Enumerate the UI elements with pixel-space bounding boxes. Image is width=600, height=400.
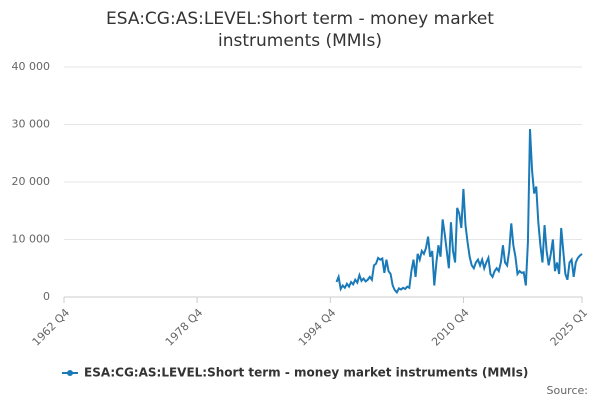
- y-tick-label: 40 000: [12, 60, 51, 73]
- y-tick-label: 20 000: [12, 175, 51, 188]
- y-tick-label: 0: [43, 290, 50, 303]
- y-tick-label: 30 000: [12, 118, 51, 131]
- legend-label: ESA:CG:AS:LEVEL:Short term - money marke…: [84, 366, 528, 380]
- x-tick-label: 2025 Q1: [548, 306, 591, 349]
- x-tick-label: 1978 Q4: [163, 306, 206, 349]
- x-tick-label: 2010 Q4: [429, 306, 472, 349]
- line-series: [335, 129, 583, 295]
- x-tick-label: 1994 Q4: [296, 306, 339, 349]
- chart-title: ESA:CG:AS:LEVEL:Short term - money marke…: [106, 9, 494, 51]
- source: Source:: [547, 384, 589, 397]
- x-tick-label: 1962 Q4: [30, 306, 73, 349]
- y-tick-label: 10 000: [12, 233, 51, 246]
- legend-marker: [67, 370, 73, 376]
